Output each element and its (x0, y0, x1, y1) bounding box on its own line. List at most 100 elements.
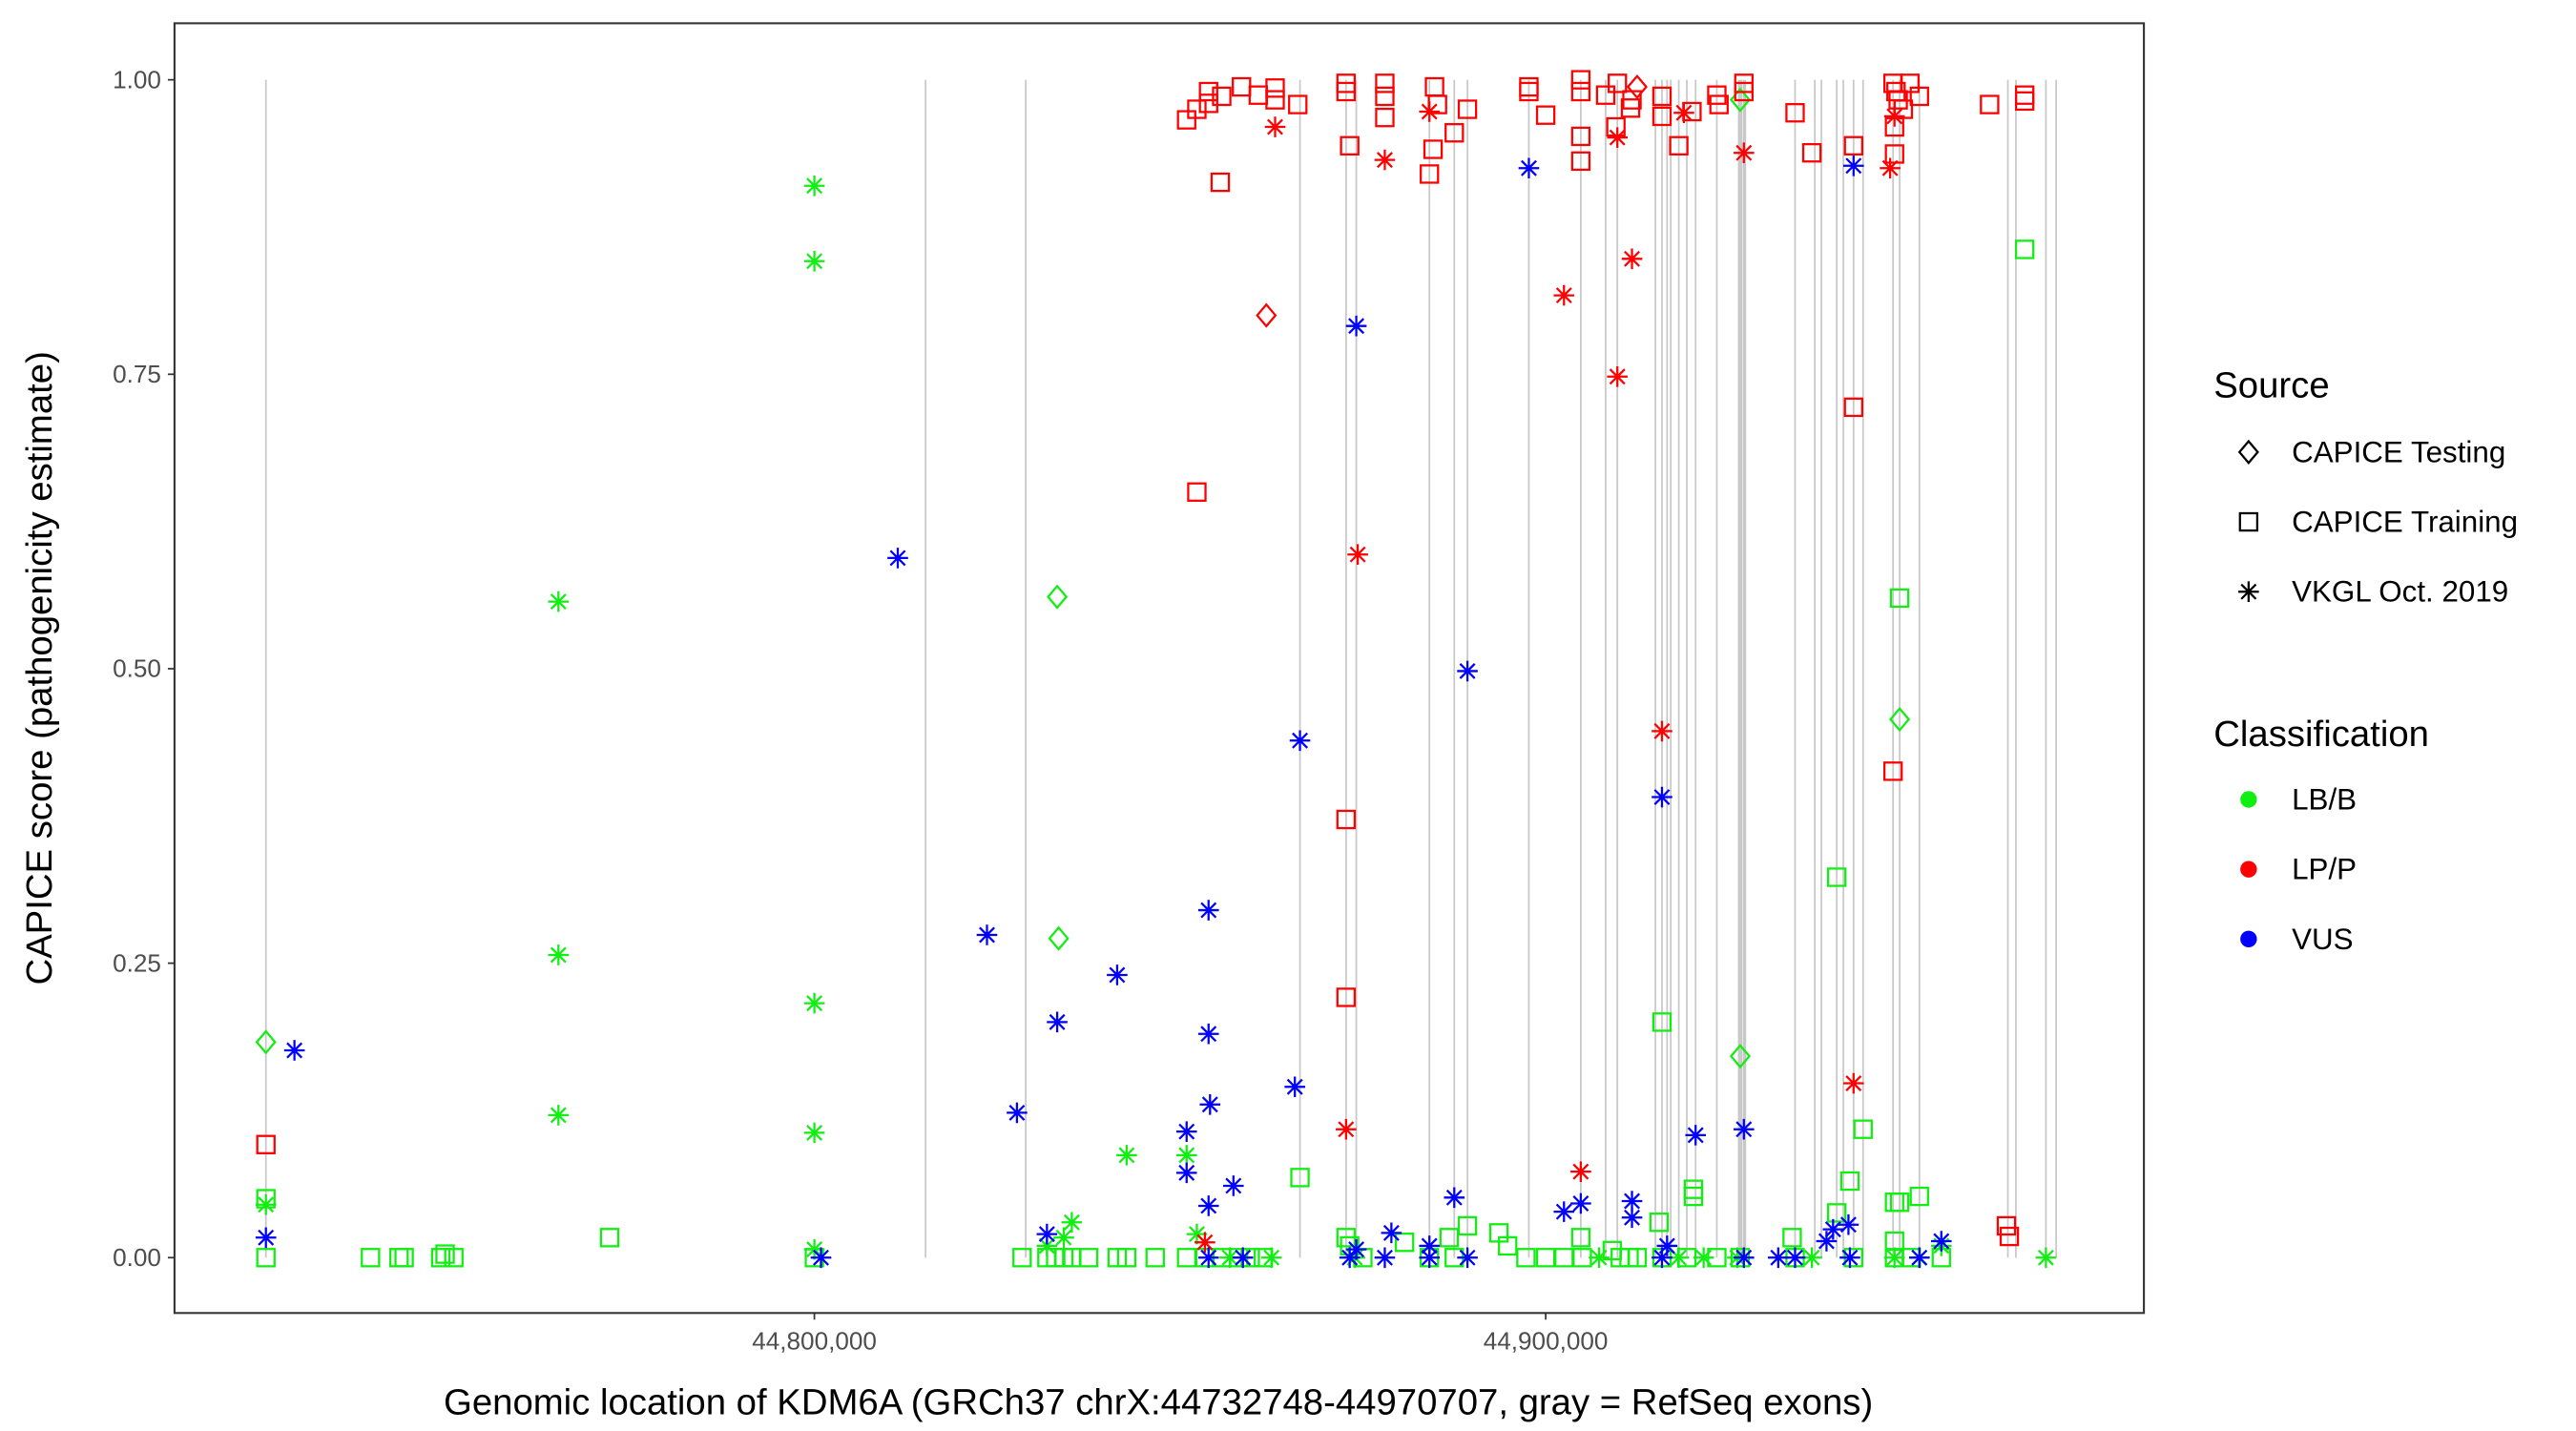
data-point-asterisk-vus (1197, 1247, 1219, 1269)
data-point-square-lbb (1889, 588, 1910, 609)
data-point-square-lbb (430, 1248, 451, 1268)
data-point-square-lbb (1145, 1248, 1165, 1268)
legend-source-label: VKGL Oct. 2019 (2292, 575, 2508, 609)
data-point-asterisk-vus (1284, 1076, 1305, 1098)
data-point-asterisk-lbb (1036, 1235, 1058, 1256)
data-point-asterisk-lbb (803, 250, 825, 272)
data-point-asterisk-lpp (1264, 116, 1286, 137)
data-point-square-lpp (1570, 126, 1591, 147)
data-point-square-lbb (1649, 1213, 1670, 1233)
data-point-square-lpp (1882, 761, 1903, 781)
data-point-asterisk-vus (1007, 1102, 1028, 1124)
data-point-square-lpp (1336, 81, 1357, 102)
data-point-square-lbb (2014, 239, 2035, 259)
data-point-square-lbb (1839, 1171, 1860, 1192)
data-point-asterisk-lpp (1374, 149, 1396, 171)
data-point-asterisk-vus (1175, 1162, 1197, 1184)
data-point-square-lbb (1290, 1168, 1310, 1188)
data-point-square-lpp (1336, 987, 1357, 1007)
data-point-asterisk-lbb (548, 591, 570, 612)
data-point-asterisk-lpp (1570, 1161, 1591, 1182)
data-point-asterisk-lbb (1116, 1145, 1137, 1166)
data-point-square-lpp (1198, 81, 1218, 102)
data-point-square-lpp (1801, 143, 1822, 163)
data-point-asterisk-vus (1656, 1235, 1678, 1256)
data-point-square-lpp (1288, 94, 1308, 114)
legend-classification-title: Classification (2213, 714, 2429, 755)
x-tick-label: 44,900,000 (1484, 1327, 1609, 1356)
data-point-asterisk-vus (1197, 900, 1219, 921)
data-point-square-lbb (256, 1248, 276, 1268)
data-point-square-lpp (1265, 78, 1285, 98)
data-point-square-lbb (1570, 1228, 1591, 1248)
data-point-square-lpp (1996, 1215, 2017, 1236)
data-point-square-lpp (1212, 86, 1232, 107)
data-point-square-lpp (1187, 482, 1207, 502)
data-point-asterisk-lpp (1734, 142, 1755, 164)
data-point-square-lpp (1340, 135, 1360, 156)
data-point-diamond-lpp (1626, 73, 1648, 100)
legend-class-label: LB/B (2292, 782, 2357, 816)
data-point-asterisk-vus (1839, 1247, 1860, 1269)
data-point-asterisk-lpp (1883, 106, 1905, 127)
data-point-square-lpp (1336, 809, 1357, 830)
data-point-square-lpp (1570, 70, 1591, 90)
legend-source-label: CAPICE Training (2292, 505, 2518, 538)
data-point-asterisk-vus (1345, 1238, 1367, 1260)
data-point-asterisk-vus (1784, 1247, 1806, 1269)
data-point-asterisk-lbb (2035, 1247, 2057, 1269)
data-point-asterisk-vus (1036, 1223, 1058, 1245)
data-point-asterisk-lpp (1621, 248, 1643, 270)
x-axis: 44,800,000 44,900,000 (752, 1313, 1609, 1356)
data-point-asterisk-vus (1930, 1231, 1952, 1252)
data-point-square-lpp (1652, 86, 1672, 107)
data-point-asterisk-vus (283, 1040, 305, 1061)
data-point-square-lbb (599, 1228, 620, 1248)
data-point-asterisk-vus (887, 548, 908, 569)
data-point-asterisk-lbb (803, 175, 825, 197)
data-point-square-lpp (1375, 86, 1395, 107)
data-point-asterisk-lbb (1061, 1212, 1083, 1234)
data-point-asterisk-vus (1345, 315, 1367, 337)
data-point-asterisk-vus (1289, 730, 1311, 752)
data-point-asterisk-vus (1419, 1235, 1441, 1256)
data-point-asterisk-vus (1652, 786, 1672, 808)
data-point-square-lpp (1980, 94, 2000, 114)
data-point-square-lpp (2014, 91, 2035, 112)
legend: Source CAPICE Testing CAPICE Training VKGL… (2213, 364, 2518, 955)
data-point-asterisk-lbb (1186, 1223, 1208, 1245)
data-point-asterisk-lbb (803, 1122, 825, 1144)
data-point-square-lbb (1516, 1248, 1536, 1268)
legend-source-title: Source (2213, 364, 2329, 405)
data-point-asterisk-lpp (1880, 157, 1901, 179)
data-point-asterisk-vus (1842, 155, 1864, 176)
data-point-asterisk-vus (1339, 1247, 1361, 1269)
data-point-asterisk-lbb (1053, 1227, 1074, 1249)
data-point-asterisk-lpp (1607, 365, 1629, 387)
data-point-diamond-lbb (1729, 1044, 1752, 1069)
data-point-square-lbb (1826, 867, 1847, 887)
data-point-asterisk-lpp (1419, 101, 1441, 122)
data-point-asterisk-vus (1768, 1247, 1789, 1269)
legend-key-dot-icon (2240, 791, 2257, 808)
data-point-asterisk-vus (1553, 1201, 1575, 1222)
data-point-asterisk-vus (1199, 1093, 1221, 1115)
data-point-asterisk-vus (1621, 1207, 1643, 1229)
data-point-square-lbb (1012, 1248, 1032, 1268)
data-point-square-lpp (1187, 99, 1207, 119)
data-point-asterisk-lpp (1652, 720, 1672, 742)
data-point-asterisk-vus (1444, 1187, 1465, 1209)
data-point-asterisk-lbb (255, 1193, 277, 1215)
data-point-square-lbb (1627, 1248, 1648, 1268)
data-point-square-lpp (1734, 81, 1755, 102)
data-point-asterisk-vus (1419, 1247, 1441, 1269)
y-axis: 0.00 0.25 0.50 0.75 1.00 (113, 65, 175, 1272)
data-point-diamond-lbb (1048, 925, 1070, 951)
data-point-square-lpp (1198, 93, 1218, 114)
data-point-square-lbb (1909, 1186, 1929, 1207)
data-point-asterisk-vus (1822, 1218, 1844, 1240)
data-point-square-lbb (1439, 1228, 1460, 1248)
data-point-square-lbb (1078, 1248, 1099, 1268)
